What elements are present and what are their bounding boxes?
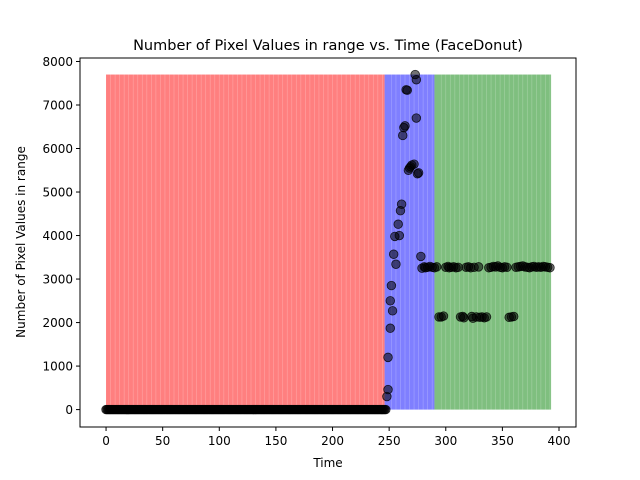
x-tick-label: 200 <box>321 434 344 448</box>
data-point <box>481 312 492 322</box>
y-tick-label: 2000 <box>42 316 73 330</box>
data-point <box>398 130 408 141</box>
data-point <box>388 249 399 259</box>
y-axis-label: Number of Pixel Values in range <box>14 146 28 338</box>
data-point <box>402 85 412 95</box>
x-tick-label: 50 <box>155 434 170 448</box>
data-point <box>396 199 407 209</box>
background-regions <box>106 74 552 410</box>
y-tick-label: 7000 <box>42 98 73 112</box>
data-point <box>413 168 424 178</box>
data-point <box>400 121 410 131</box>
data-point <box>453 262 463 273</box>
x-tick-label: 100 <box>208 434 231 448</box>
data-point <box>394 230 405 241</box>
x-tick-label: 150 <box>264 434 287 448</box>
background-region-2 <box>434 74 552 410</box>
data-point <box>383 384 393 395</box>
y-tick-label: 1000 <box>42 360 73 374</box>
data-point <box>391 259 401 269</box>
x-tick-label: 0 <box>102 434 110 448</box>
data-point <box>381 404 391 415</box>
y-tick-label: 8000 <box>42 55 73 69</box>
x-tick-label: 250 <box>378 434 401 448</box>
data-point <box>411 75 422 85</box>
y-tick-label: 4000 <box>42 229 73 243</box>
data-point <box>545 263 555 273</box>
data-point <box>385 296 395 306</box>
x-tick-label: 350 <box>491 434 514 448</box>
data-point <box>386 280 397 291</box>
y-axis-ticks: 0 1000 2000 3000 4000 5000 6000 7000 8000 <box>42 55 80 417</box>
x-tick-label: 300 <box>434 434 457 448</box>
background-region-1 <box>384 74 435 410</box>
data-point <box>509 311 519 322</box>
y-tick-label: 5000 <box>42 186 73 200</box>
background-region-0 <box>106 74 385 410</box>
data-point <box>393 219 403 229</box>
y-tick-label: 3000 <box>42 273 73 287</box>
data-point <box>416 251 426 262</box>
data-point <box>502 262 512 273</box>
data-point <box>383 352 393 363</box>
plot-frame <box>79 57 577 428</box>
x-axis-label: Time <box>312 456 342 470</box>
chart-title: Number of Pixel Values in range vs. Time… <box>133 38 523 54</box>
data-point <box>387 306 398 316</box>
data-point <box>438 311 449 321</box>
x-tick-label: 400 <box>548 434 571 448</box>
data-point <box>473 262 484 272</box>
data-point <box>432 262 442 272</box>
y-tick-label: 6000 <box>42 142 73 156</box>
data-point <box>411 113 422 123</box>
data-point <box>409 159 419 169</box>
x-axis-ticks: 0 50 100 150 200 250 300 350 400 <box>102 427 570 448</box>
data-point <box>385 323 395 333</box>
data-point <box>459 313 469 323</box>
y-tick-label: 0 <box>65 403 73 417</box>
data-points <box>101 69 555 415</box>
